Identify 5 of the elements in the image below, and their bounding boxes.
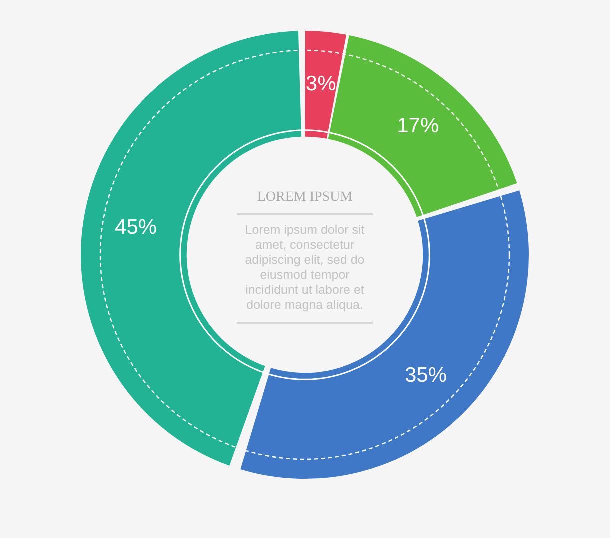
data-label: 17% bbox=[397, 114, 440, 138]
data-label: 3% bbox=[306, 72, 336, 96]
data-label: 35% bbox=[404, 364, 447, 387]
text: LOREM IPSUM bbox=[257, 189, 353, 207]
data-label: 45% bbox=[115, 216, 158, 240]
